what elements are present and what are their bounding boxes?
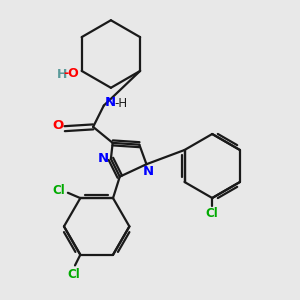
Text: Cl: Cl bbox=[68, 268, 80, 281]
Text: N: N bbox=[143, 165, 154, 178]
Text: O: O bbox=[52, 118, 63, 132]
Text: Cl: Cl bbox=[206, 208, 219, 220]
Text: N: N bbox=[98, 152, 109, 165]
Text: -O: -O bbox=[63, 67, 79, 80]
Text: N: N bbox=[105, 96, 116, 109]
Text: -H: -H bbox=[114, 97, 128, 110]
Text: Cl: Cl bbox=[52, 184, 65, 197]
Text: H: H bbox=[57, 68, 67, 81]
